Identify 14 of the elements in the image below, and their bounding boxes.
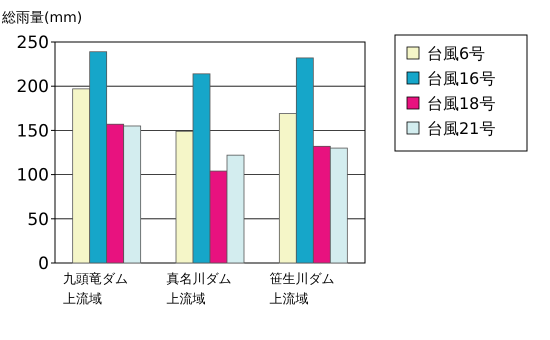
legend-label: 台風6号 [427,44,486,63]
legend-label: 台風16号 [427,69,496,88]
y-tick-label: 250 [16,33,49,53]
x-tick-label: 真名川ダム上流域 [166,272,232,307]
x-tick-label: 笹生川ダム上流域 [270,272,335,307]
legend-label: 台風18号 [427,94,496,113]
legend-label: 台風21号 [427,119,496,138]
y-tick-label: 100 [16,166,49,186]
y-axis-title: 総雨量(mm) [1,10,82,26]
x-tick-label: 九頭竜ダム上流域 [63,272,128,307]
y-tick-label: 50 [27,210,49,230]
y-tick-label: 150 [16,121,49,142]
y-tick-label: 200 [16,77,49,98]
y-tick-label: 0 [38,254,49,274]
